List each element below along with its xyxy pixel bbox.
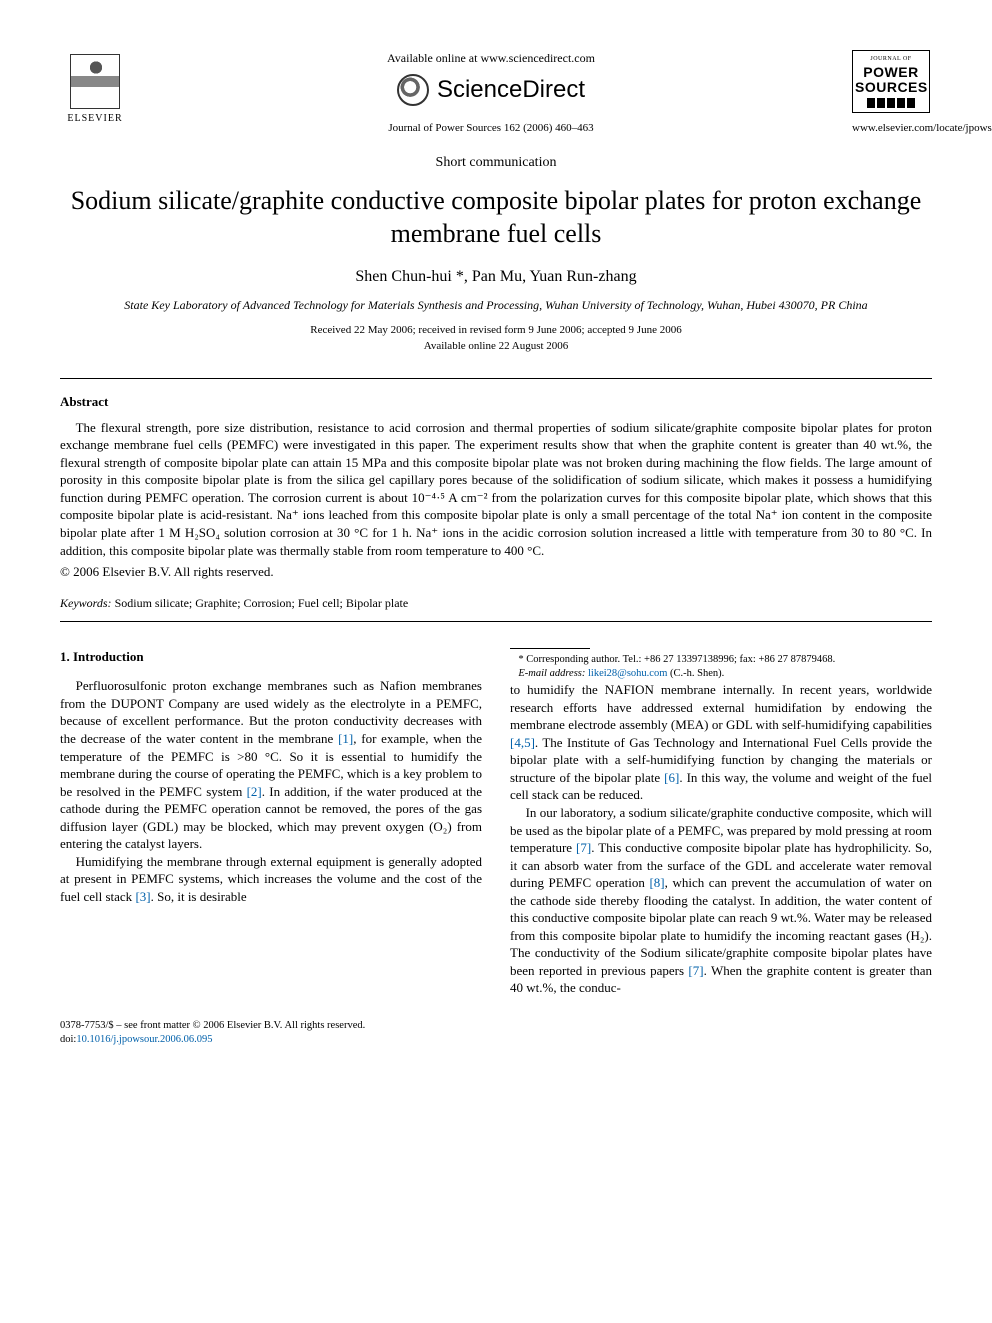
intro-para-1: Perfluorosulfonic proton exchange membra… [60, 677, 482, 852]
article-type: Short communication [60, 154, 932, 173]
intro-para-3: In our laboratory, a sodium silicate/gra… [510, 804, 932, 997]
power-logo-top: JOURNAL OF [855, 55, 927, 63]
page-header: ELSEVIER Available online at www.science… [60, 50, 932, 136]
ref-link-6[interactable]: [6] [664, 770, 679, 785]
received-line: Received 22 May 2006; received in revise… [310, 324, 681, 336]
authors: Shen Chun-hui *, Pan Mu, Yuan Run-zhang [60, 266, 932, 288]
abstract-copyright: © 2006 Elsevier B.V. All rights reserved… [60, 563, 932, 581]
intro-para-2b: to humidify the NAFION membrane internal… [510, 681, 932, 804]
doi-label: doi: [60, 1034, 76, 1045]
ref-link-45[interactable]: [4,5] [510, 735, 535, 750]
rule-after-keywords [60, 621, 932, 622]
online-line: Available online 22 August 2006 [424, 340, 569, 352]
sciencedirect-logo: ScienceDirect [150, 74, 832, 106]
history-dates: Received 22 May 2006; received in revise… [60, 323, 932, 354]
footer-front-matter: 0378-7753/$ – see front matter © 2006 El… [60, 1019, 932, 1033]
body-columns: 1. Introduction Perfluorosulfonic proton… [60, 648, 932, 997]
abstract-text: The flexural strength, pore size distrib… [60, 419, 932, 559]
power-sources-logo: JOURNAL OF POWER SOURCES [852, 50, 930, 113]
abstract-body: The flexural strength, pore size distrib… [60, 419, 932, 559]
ref-link-8[interactable]: [8] [649, 875, 664, 890]
sciencedirect-text: ScienceDirect [437, 74, 585, 106]
sciencedirect-swirl-icon [397, 74, 429, 106]
footer-doi: doi:10.1016/j.jpowsour.2006.06.095 [60, 1033, 932, 1047]
elsevier-logo: ELSEVIER [60, 50, 130, 130]
ref-link-1[interactable]: [1] [338, 731, 353, 746]
journal-logo-block: JOURNAL OF POWER SOURCES www.elsevier.co… [852, 50, 932, 136]
power-logo-main: POWER SOURCES [855, 65, 927, 94]
abstract-heading: Abstract [60, 393, 932, 411]
p2b: . So, it is desirable [151, 889, 247, 904]
ref-link-2[interactable]: [2] [247, 784, 262, 799]
footnote-block: * Corresponding author. Tel.: +86 27 133… [510, 648, 932, 681]
intro-para-2a: Humidifying the membrane through externa… [60, 853, 482, 906]
footnote-separator [510, 648, 590, 649]
affiliation: State Key Laboratory of Advanced Technol… [60, 298, 932, 314]
locate-url: www.elsevier.com/locate/jpowsour [852, 121, 932, 136]
email-tail: (C.-h. Shen). [670, 668, 724, 679]
email-note: E-mail address: likei28@sohu.com (C.-h. … [510, 667, 932, 681]
corresponding-author-note: * Corresponding author. Tel.: +86 27 133… [510, 653, 932, 667]
center-header: Available online at www.sciencedirect.co… [130, 50, 852, 135]
email-label: E-mail address: [518, 668, 585, 679]
p2c: to humidify the NAFION membrane internal… [510, 682, 932, 732]
rule-top [60, 378, 932, 379]
authors-text: Shen Chun-hui *, Pan Mu, Yuan Run-zhang [355, 268, 636, 285]
p2a: Humidifying the membrane through externa… [60, 854, 482, 904]
keywords-label: Keywords: [60, 596, 112, 610]
article-title: Sodium silicate/graphite conductive comp… [60, 185, 932, 250]
email-link[interactable]: likei28@sohu.com [588, 668, 667, 679]
elsevier-name: ELSEVIER [67, 112, 122, 126]
available-online-text: Available online at www.sciencedirect.co… [150, 50, 832, 66]
ref-link-7b[interactable]: [7] [688, 963, 703, 978]
journal-citation: Journal of Power Sources 162 (2006) 460–… [150, 121, 832, 136]
section-1-heading: 1. Introduction [60, 648, 482, 666]
footnote-corr: * Corresponding author. Tel.: +86 27 133… [518, 654, 835, 665]
power-word-1: POWER [863, 64, 918, 80]
power-bars-icon [855, 98, 927, 110]
keywords-list: Sodium silicate; Graphite; Corrosion; Fu… [115, 596, 409, 610]
ref-link-3[interactable]: [3] [135, 889, 150, 904]
page-footer: 0378-7753/$ – see front matter © 2006 El… [60, 1019, 932, 1047]
keywords-line: Keywords: Sodium silicate; Graphite; Cor… [60, 595, 932, 611]
ref-link-7[interactable]: [7] [576, 840, 591, 855]
power-word-2: SOURCES [855, 79, 928, 95]
elsevier-tree-icon [70, 54, 120, 109]
doi-link[interactable]: 10.1016/j.jpowsour.2006.06.095 [76, 1034, 212, 1045]
